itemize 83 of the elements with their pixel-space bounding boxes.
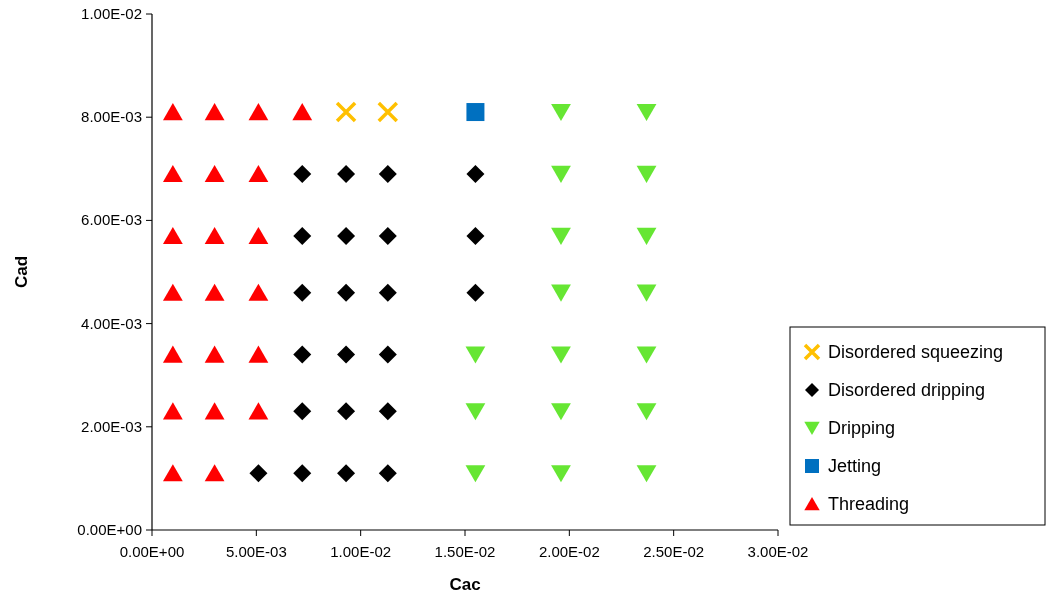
point <box>466 164 485 183</box>
point <box>337 402 356 421</box>
point <box>378 345 397 364</box>
y-axis-title: Cad <box>12 255 31 289</box>
point <box>337 345 356 364</box>
x-tick-label: 3.00E-02 <box>747 543 809 560</box>
point <box>636 465 657 483</box>
point <box>204 226 225 244</box>
point <box>551 346 571 364</box>
point <box>337 283 356 302</box>
point <box>162 464 183 482</box>
point <box>162 103 183 121</box>
point <box>293 402 312 421</box>
point <box>204 345 225 363</box>
point <box>248 345 269 363</box>
x-tick-label: 2.50E-02 <box>643 543 705 560</box>
point <box>249 464 268 483</box>
point <box>293 345 312 364</box>
point <box>293 226 312 245</box>
point <box>162 164 183 183</box>
point <box>337 464 356 483</box>
y-tick-label: 4.00E-03 <box>81 314 142 332</box>
point <box>636 165 657 183</box>
point <box>466 283 485 302</box>
point <box>204 164 225 183</box>
x-tick-label: 0.00E+00 <box>119 543 185 560</box>
point <box>293 283 312 302</box>
point <box>378 283 397 302</box>
y-tick-label: 6.00E-03 <box>81 211 142 229</box>
point <box>162 283 183 301</box>
point <box>162 345 183 363</box>
point <box>335 101 357 123</box>
legend-label: Dripping <box>828 418 896 438</box>
point <box>248 164 269 183</box>
point <box>377 101 399 123</box>
x-tick-label: 1.50E-02 <box>434 543 496 560</box>
y-tick-label: 2.00E-03 <box>81 417 142 435</box>
point <box>337 226 356 245</box>
point <box>248 402 269 420</box>
point <box>337 164 356 183</box>
x-axis-title: Cac <box>449 575 481 594</box>
point <box>378 226 397 245</box>
point <box>378 164 397 183</box>
point <box>551 465 571 483</box>
point <box>636 103 657 122</box>
point <box>551 227 571 245</box>
point <box>636 403 657 421</box>
legend-label: Disordered squeezing <box>828 342 1004 362</box>
y-tick-label: 0.00E+00 <box>77 521 142 538</box>
y-tick-label: 1.00E-02 <box>81 5 142 22</box>
point <box>204 464 225 482</box>
point <box>248 103 269 121</box>
point <box>636 284 657 302</box>
point <box>465 465 486 483</box>
point <box>465 346 486 364</box>
point <box>248 283 269 301</box>
point <box>551 403 571 421</box>
point <box>551 165 571 183</box>
x-tick-label: 5.00E-03 <box>225 543 287 560</box>
point <box>465 403 486 421</box>
point <box>162 402 183 420</box>
point <box>466 226 485 245</box>
point <box>551 103 571 122</box>
point <box>378 464 397 483</box>
legend-label: Disordered dripping <box>828 380 986 400</box>
point <box>551 284 571 302</box>
point <box>466 103 485 122</box>
point <box>204 402 225 420</box>
point <box>378 402 397 421</box>
point <box>204 103 225 121</box>
point <box>204 283 225 301</box>
point <box>293 464 312 483</box>
x-tick-label: 1.00E-02 <box>330 543 392 560</box>
point <box>162 226 183 244</box>
point <box>292 103 313 121</box>
point <box>636 346 657 364</box>
point <box>636 227 657 245</box>
legend-label: Jetting <box>828 456 882 476</box>
y-tick-label: 8.00E-03 <box>81 108 142 126</box>
point <box>248 226 269 244</box>
legend-label: Threading <box>828 494 910 514</box>
point <box>293 164 312 183</box>
x-tick-label: 2.00E-02 <box>538 543 600 560</box>
